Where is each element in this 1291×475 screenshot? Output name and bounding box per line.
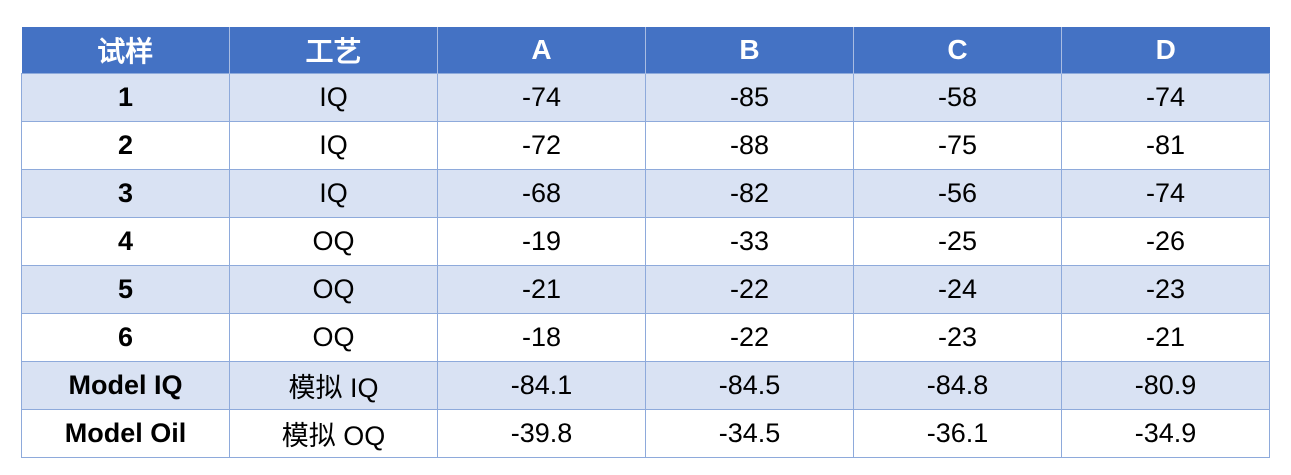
- value-cell-d: -74: [1061, 169, 1270, 218]
- value-cell-d: -21: [1061, 313, 1270, 362]
- value-cell-d: -23: [1061, 265, 1270, 314]
- process-cell: OQ: [229, 265, 438, 314]
- sample-process-table: 试样 工艺 A B C D 1 IQ -74 -85 -58 -74 2 IQ …: [21, 27, 1270, 458]
- process-cell: OQ: [229, 217, 438, 266]
- sample-cell: 4: [21, 217, 230, 266]
- value-cell-d: -80.9: [1061, 361, 1270, 410]
- value-cell-b: -84.5: [645, 361, 854, 410]
- value-cell-c: -24: [853, 265, 1062, 314]
- process-cell: OQ: [229, 313, 438, 362]
- header-cell-c: C: [853, 27, 1062, 74]
- process-cell: IQ: [229, 73, 438, 122]
- table-row: 4 OQ -19 -33 -25 -26: [21, 217, 1270, 266]
- value-cell-b: -85: [645, 73, 854, 122]
- table-row: 1 IQ -74 -85 -58 -74: [21, 73, 1270, 122]
- value-cell-a: -18: [437, 313, 646, 362]
- table-row: 3 IQ -68 -82 -56 -74: [21, 169, 1270, 218]
- value-cell-c: -84.8: [853, 361, 1062, 410]
- value-cell-d: -81: [1061, 121, 1270, 170]
- value-cell-b: -82: [645, 169, 854, 218]
- value-cell-c: -75: [853, 121, 1062, 170]
- header-cell-sample: 试样: [21, 27, 230, 74]
- value-cell-a: -84.1: [437, 361, 646, 410]
- value-cell-a: -68: [437, 169, 646, 218]
- process-cell: IQ: [229, 169, 438, 218]
- value-cell-b: -34.5: [645, 409, 854, 458]
- table-row: 5 OQ -21 -22 -24 -23: [21, 265, 1270, 314]
- sample-cell: 3: [21, 169, 230, 218]
- value-cell-d: -74: [1061, 73, 1270, 122]
- value-cell-a: -39.8: [437, 409, 646, 458]
- table-row: 6 OQ -18 -22 -23 -21: [21, 313, 1270, 362]
- process-cell: IQ: [229, 121, 438, 170]
- header-row: 试样 工艺 A B C D: [21, 27, 1270, 74]
- value-cell-a: -72: [437, 121, 646, 170]
- value-cell-c: -56: [853, 169, 1062, 218]
- sample-cell: 1: [21, 73, 230, 122]
- table-body: 1 IQ -74 -85 -58 -74 2 IQ -72 -88 -75 -8…: [21, 73, 1270, 458]
- table-row: 2 IQ -72 -88 -75 -81: [21, 121, 1270, 170]
- table-header: 试样 工艺 A B C D: [21, 27, 1270, 74]
- sample-cell: 5: [21, 265, 230, 314]
- header-cell-d: D: [1061, 27, 1270, 74]
- value-cell-d: -26: [1061, 217, 1270, 266]
- sample-cell: Model Oil: [21, 409, 230, 458]
- value-cell-b: -22: [645, 313, 854, 362]
- table-row: Model Oil 模拟 OQ -39.8 -34.5 -36.1 -34.9: [21, 409, 1270, 458]
- value-cell-c: -25: [853, 217, 1062, 266]
- value-cell-a: -21: [437, 265, 646, 314]
- value-cell-c: -36.1: [853, 409, 1062, 458]
- value-cell-a: -74: [437, 73, 646, 122]
- header-cell-process: 工艺: [229, 27, 438, 74]
- process-cell: 模拟 OQ: [229, 409, 438, 458]
- header-cell-a: A: [437, 27, 646, 74]
- value-cell-b: -22: [645, 265, 854, 314]
- sample-cell: 6: [21, 313, 230, 362]
- sample-cell: 2: [21, 121, 230, 170]
- value-cell-b: -33: [645, 217, 854, 266]
- table-row: Model IQ 模拟 IQ -84.1 -84.5 -84.8 -80.9: [21, 361, 1270, 410]
- value-cell-a: -19: [437, 217, 646, 266]
- header-cell-b: B: [645, 27, 854, 74]
- value-cell-d: -34.9: [1061, 409, 1270, 458]
- value-cell-b: -88: [645, 121, 854, 170]
- process-cell: 模拟 IQ: [229, 361, 438, 410]
- value-cell-c: -58: [853, 73, 1062, 122]
- value-cell-c: -23: [853, 313, 1062, 362]
- sample-cell: Model IQ: [21, 361, 230, 410]
